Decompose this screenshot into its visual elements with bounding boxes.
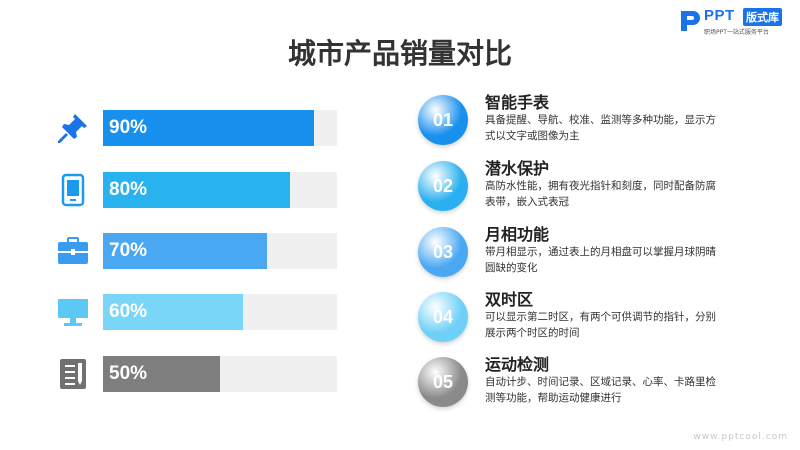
bar-row: 70% xyxy=(55,231,345,271)
bar-percent: 70% xyxy=(109,240,148,261)
bar-row: 50% xyxy=(55,354,345,394)
feature-item: 01 智能手表 具备提醒、导航、校准、监测等多种功能，显示方式以文字或图像为主 xyxy=(418,93,758,155)
bar-percent: 60% xyxy=(109,301,148,322)
feature-title: 智能手表 xyxy=(485,93,550,112)
brand-logo: PPT 版式库 职场PPT一站式服务平台 xyxy=(679,7,797,37)
bar-fill xyxy=(103,110,314,146)
notepad-icon xyxy=(60,359,86,389)
page-title: 城市产品销量对比 xyxy=(287,37,512,70)
monitor-icon xyxy=(58,299,88,326)
pushpin-icon xyxy=(58,114,87,143)
feature-number: 02 xyxy=(418,161,468,211)
tablet-icon xyxy=(61,173,85,207)
bar-track: 60% xyxy=(103,294,337,330)
feature-description: 高防水性能，拥有夜光指针和刻度，同时配备防腐表带，嵌入式表冠 xyxy=(485,180,716,208)
bar-row: 80% xyxy=(55,170,345,210)
bar-fill xyxy=(103,294,244,330)
feature-title: 潜水保护 xyxy=(485,159,550,178)
bar-row: 90% xyxy=(55,108,345,148)
feature-description: 带月相显示，通过表上的月相盘可以掌握月球阴晴圆缺的变化 xyxy=(485,246,716,274)
brand-name: PPT xyxy=(704,7,735,24)
feature-number: 04 xyxy=(418,292,468,342)
feature-item: 04 双时区 可以显示第二时区，有两个可供调节的指针，分别展示两个时区的时间 xyxy=(418,290,758,352)
feature-number: 03 xyxy=(418,227,468,277)
feature-item: 03 月相功能 带月相显示，通过表上的月相盘可以掌握月球阴晴圆缺的变化 xyxy=(418,225,758,287)
feature-description: 自动计步、时间记录、区域记录、心率、卡路里检测等功能，帮助运动健康进行 xyxy=(485,376,716,404)
feature-description: 可以显示第二时区，有两个可供调节的指针，分别展示两个时区的时间 xyxy=(485,311,716,339)
feature-description: 具备提醒、导航、校准、监测等多种功能，显示方式以文字或图像为主 xyxy=(485,114,716,142)
feature-item: 05 运动检测 自动计步、时间记录、区域记录、心率、卡路里检测等功能，帮助运动健… xyxy=(418,355,758,417)
bar-fill xyxy=(103,233,267,269)
bar-row: 60% xyxy=(55,292,345,332)
bar-fill xyxy=(103,172,291,208)
bar-percent: 50% xyxy=(109,363,148,384)
feature-title: 运动检测 xyxy=(485,355,550,374)
brand-slogan: 职场PPT一站式服务平台 xyxy=(704,29,769,36)
feature-title: 双时区 xyxy=(485,290,534,309)
feature-title: 月相功能 xyxy=(485,225,550,244)
logo-mark-icon xyxy=(681,11,700,31)
bar-track: 50% xyxy=(103,356,337,392)
bar-track: 90% xyxy=(103,110,337,146)
brand-tag: 版式库 xyxy=(743,8,782,26)
feature-number: 01 xyxy=(418,95,468,145)
bar-percent: 90% xyxy=(109,117,148,138)
bar-percent: 80% xyxy=(109,179,148,200)
bar-track: 80% xyxy=(103,172,337,208)
feature-number: 05 xyxy=(418,357,468,407)
feature-item: 02 潜水保护 高防水性能，拥有夜光指针和刻度，同时配备防腐表带，嵌入式表冠 xyxy=(418,159,758,221)
watermark: www.pptcool.com xyxy=(693,432,788,442)
briefcase-icon xyxy=(58,237,88,264)
bar-fill xyxy=(103,356,220,392)
bar-track: 70% xyxy=(103,233,337,269)
